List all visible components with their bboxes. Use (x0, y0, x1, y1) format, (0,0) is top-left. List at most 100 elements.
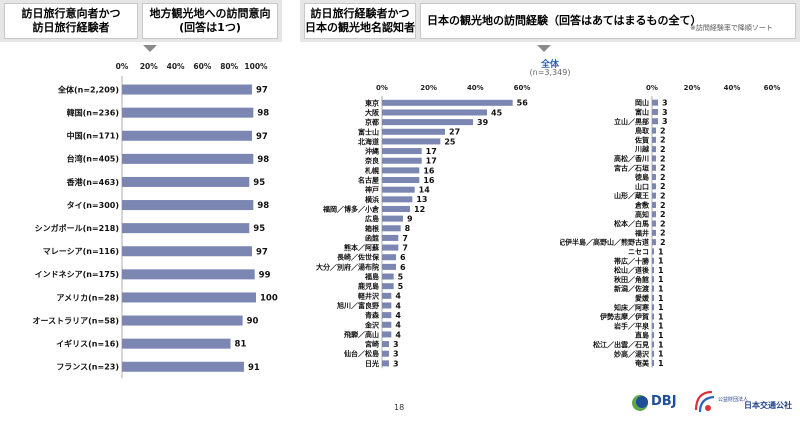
bar (652, 294, 654, 301)
x-tick-label: 20% (140, 62, 158, 71)
data-label: 1 (658, 294, 664, 303)
right-chart-subtitle: 全体 (540, 60, 559, 70)
data-label: 1 (658, 340, 664, 349)
data-label: 1 (658, 350, 664, 359)
x-tick-label: 100% (244, 62, 268, 71)
data-label: 97 (256, 132, 268, 142)
data-label: 4 (395, 330, 401, 339)
category-label: イギリス(n=16) (56, 339, 119, 349)
category-label: 北海道 (358, 137, 379, 146)
category-label: 旭川／富良野 (336, 301, 379, 310)
data-label: 1 (658, 275, 664, 284)
x-tick-label: 60% (514, 84, 531, 92)
category-label: フランス(n=23) (56, 363, 119, 372)
data-label: 17 (426, 147, 437, 156)
jtb-logo: 公益財団法人 日本交通公社 (692, 386, 798, 418)
data-label: 2 (660, 219, 666, 228)
left-header-segment: 訪日旅行意向者かつ 訪日旅行経験者 (4, 3, 138, 39)
bar (122, 269, 255, 280)
data-label: 90 (247, 317, 259, 327)
bar (652, 136, 656, 143)
data-label: 7 (402, 234, 408, 243)
x-tick-label: 80% (220, 62, 238, 71)
jtb-logo-text: 日本交通公社 (744, 401, 792, 410)
bar (652, 285, 654, 292)
category-label: シンガポール(n=218) (35, 223, 119, 233)
bar (382, 157, 422, 164)
bar (652, 155, 656, 162)
data-label: 1 (658, 303, 664, 312)
bar (652, 332, 654, 339)
bar (382, 321, 392, 328)
data-label: 7 (402, 243, 408, 252)
data-label: 2 (660, 154, 666, 163)
data-label: 97 (256, 86, 268, 96)
data-label: 4 (395, 311, 401, 320)
bar (382, 341, 389, 348)
category-label: 飛騨／高山 (343, 330, 379, 339)
data-label: 3 (662, 108, 668, 117)
data-label: 1 (658, 359, 664, 368)
bar (122, 246, 252, 257)
x-tick-label: 60% (764, 84, 781, 92)
bar (652, 341, 654, 348)
data-label: 3 (393, 359, 399, 368)
data-label: 25 (444, 137, 456, 146)
data-label: 81 (235, 340, 247, 350)
bar (382, 138, 441, 145)
data-label: 2 (660, 164, 666, 173)
data-label: 98 (257, 155, 269, 165)
category-label: 松山／道後 (614, 266, 650, 275)
data-label: 95 (253, 178, 265, 188)
dbj-logo-text: DBJ (651, 394, 677, 409)
bar (382, 292, 392, 299)
bar (122, 223, 250, 234)
bar (382, 350, 389, 357)
data-label: 99 (259, 270, 271, 280)
bar (382, 331, 392, 338)
x-tick-label: 0% (646, 84, 658, 92)
bar (382, 360, 389, 367)
category-label: 長崎／佐世保 (337, 253, 380, 262)
data-label: 2 (660, 201, 666, 210)
category-label: 金沢 (364, 320, 380, 329)
category-label: 富山 (635, 107, 649, 116)
category-label: 香港(n=463) (66, 177, 119, 187)
category-label: マレーシア(n=116) (43, 247, 119, 256)
bar (382, 119, 473, 126)
bar (652, 276, 654, 283)
bar (382, 215, 403, 222)
bar (652, 360, 654, 367)
data-label: 2 (660, 210, 666, 219)
right-bar-chart-2: 0% 20% 40% 60% 岡山 3 富山 3 立山／黒部 3 鳥取 2 佐賀 2 川越 2 高松／香川 2 宮古… (560, 84, 781, 368)
bar (122, 153, 254, 164)
bar (652, 350, 654, 357)
category-label: 熊本／阿蘇 (344, 243, 380, 252)
category-label: 倉敷 (634, 200, 650, 209)
data-label: 100 (260, 294, 278, 304)
bar (652, 201, 656, 208)
category-label: インドネシア(n=175) (35, 269, 119, 279)
dbj-mark-icon (632, 395, 648, 411)
bar (382, 177, 420, 184)
jtb-mark-icon (694, 390, 715, 413)
data-label: 4 (395, 321, 401, 330)
x-tick-label: 40% (724, 84, 741, 92)
bar (652, 304, 654, 311)
category-label: 宮古／石垣 (614, 163, 649, 172)
category-label: 札幌 (364, 166, 379, 175)
data-label: 3 (393, 350, 399, 359)
left-down-arrow (143, 45, 157, 52)
data-label: 1 (658, 285, 664, 294)
category-label: 川越 (634, 145, 650, 154)
bar (652, 267, 654, 274)
category-label: 東京 (365, 98, 379, 107)
data-label: 2 (660, 173, 666, 182)
bar (652, 164, 656, 171)
category-label: 大分／別府／湯布院 (316, 262, 379, 271)
category-label: 神戸 (365, 185, 379, 194)
category-label: 青森 (365, 311, 380, 320)
data-label: 1 (658, 247, 664, 256)
bar (122, 107, 254, 118)
bar (382, 196, 413, 203)
